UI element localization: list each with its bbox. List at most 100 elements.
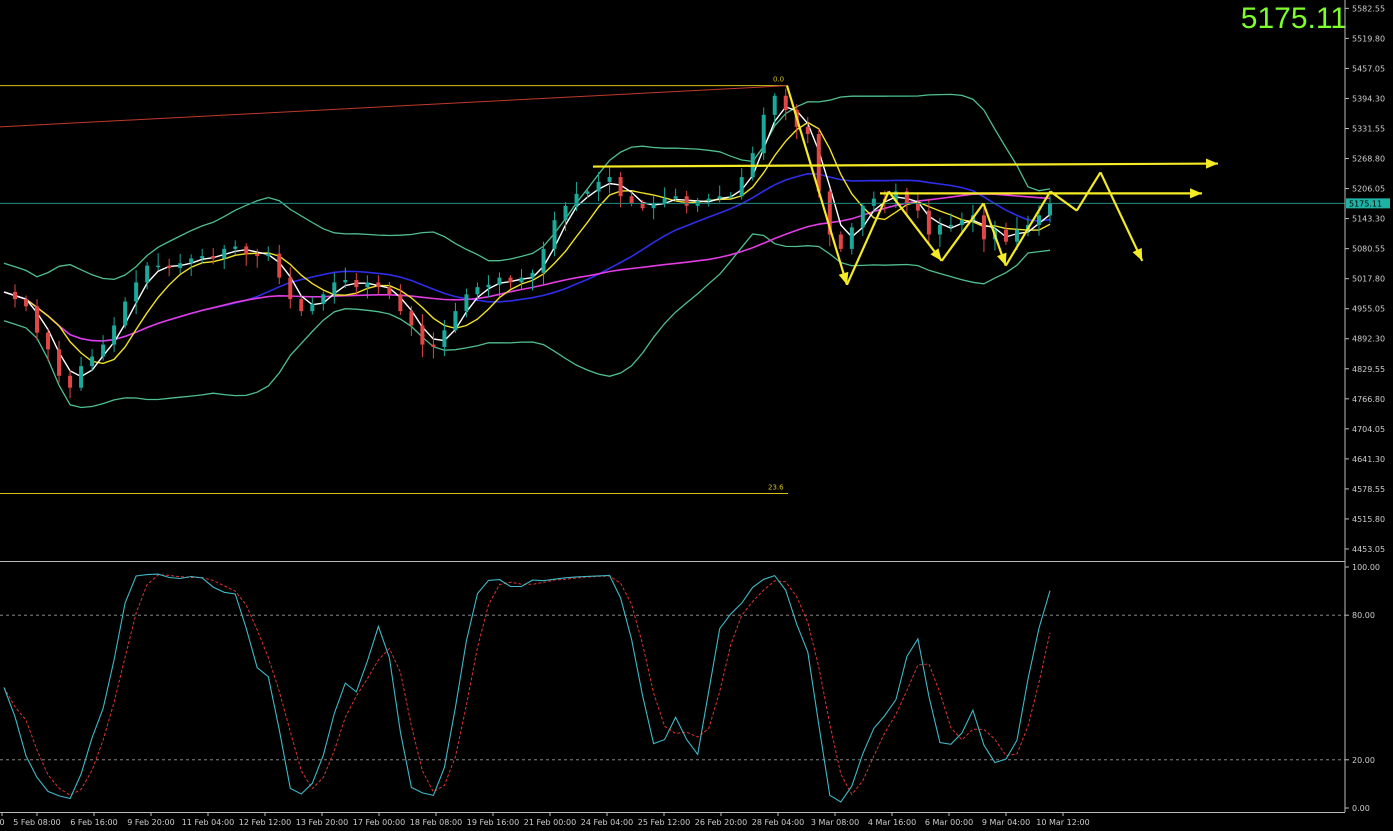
candle-body bbox=[46, 332, 51, 350]
candle-body bbox=[530, 272, 535, 278]
candle-body bbox=[783, 95, 788, 111]
moving-average-yellow bbox=[3, 121, 1051, 365]
candle-body bbox=[299, 299, 304, 312]
candle-body bbox=[948, 224, 953, 227]
current-price-tag-label: 5175.11 bbox=[1349, 199, 1382, 208]
forecast-segment bbox=[1075, 171, 1102, 212]
candle-body bbox=[849, 227, 854, 249]
candle-body bbox=[112, 325, 117, 345]
candle-body bbox=[552, 220, 557, 249]
forecast-arrow-head bbox=[1132, 247, 1143, 261]
price-tick-label: 4892.30 bbox=[1352, 335, 1385, 344]
candle-body bbox=[79, 366, 84, 388]
candle-body bbox=[739, 177, 744, 197]
candle-body bbox=[629, 196, 634, 204]
candle-body bbox=[959, 220, 964, 225]
candle-body bbox=[816, 134, 821, 192]
candle-body bbox=[13, 291, 18, 300]
candle-body bbox=[1014, 229, 1019, 242]
candle-body bbox=[607, 177, 612, 182]
price-tick-label: 5457.05 bbox=[1352, 64, 1385, 73]
candle-body bbox=[453, 311, 458, 331]
candle-body bbox=[420, 325, 425, 345]
candle-body bbox=[563, 205, 568, 221]
candle-body bbox=[1036, 215, 1041, 225]
candle-body bbox=[519, 277, 524, 283]
candle-body bbox=[365, 282, 370, 288]
candle-body bbox=[541, 248, 546, 273]
candle-body bbox=[431, 344, 436, 348]
candle-body bbox=[200, 256, 205, 259]
candle-body bbox=[255, 253, 260, 257]
candle-body bbox=[123, 301, 128, 326]
forecast-arrow-head bbox=[996, 252, 1007, 266]
fib-label-0: 0.0 bbox=[773, 76, 784, 84]
bollinger-lower-band bbox=[3, 233, 1051, 409]
forecast-arrow bbox=[785, 85, 848, 286]
candle-body bbox=[618, 177, 623, 197]
oscillator-tick-label: 80.00 bbox=[1352, 611, 1375, 620]
price-tick-label: 4704.05 bbox=[1352, 425, 1385, 434]
candle-body bbox=[684, 196, 689, 206]
time-tick-label: 17 Feb 00:00 bbox=[353, 818, 405, 827]
trendline bbox=[0, 85, 789, 128]
price-tick-label: 4453.05 bbox=[1352, 545, 1385, 554]
time-tick-label: 24 Feb 04:00 bbox=[581, 818, 633, 827]
candle-body bbox=[222, 248, 227, 259]
forecast-arrow bbox=[1099, 171, 1144, 262]
candle-body bbox=[640, 203, 645, 209]
support-arrow-head bbox=[1190, 188, 1202, 199]
candle-body bbox=[486, 284, 491, 288]
candle-body bbox=[574, 193, 579, 206]
candle-body bbox=[651, 203, 656, 209]
candle-body bbox=[662, 198, 667, 204]
candle-body bbox=[57, 349, 62, 376]
price-tick-label: 5206.05 bbox=[1352, 185, 1385, 194]
forecast-arrow-head bbox=[930, 248, 942, 261]
fib-label-23-6: 23.6 bbox=[768, 483, 784, 491]
candle-body bbox=[772, 95, 777, 115]
candle-body bbox=[156, 265, 161, 268]
forecast-segment bbox=[1004, 190, 1052, 267]
forecast-segment bbox=[1049, 190, 1078, 212]
candle-body bbox=[310, 303, 315, 312]
moving-average-white bbox=[3, 106, 1051, 378]
time-tick-label: 3 Mar 08:00 bbox=[811, 818, 859, 827]
price-tick-label: 4578.55 bbox=[1352, 485, 1385, 494]
time-tick-label: 21 Feb 00:00 bbox=[524, 818, 576, 827]
price-tick-label: 4955.05 bbox=[1352, 305, 1385, 314]
candle-body bbox=[464, 294, 469, 312]
candle-body bbox=[178, 263, 183, 269]
forecast-arrow-head bbox=[838, 271, 849, 285]
price-tick-label: 5143.30 bbox=[1352, 215, 1385, 224]
candle-body bbox=[497, 277, 502, 285]
oscillator-tick-label: 0.00 bbox=[1352, 804, 1370, 813]
time-tick-label: 4 Mar 16:00 bbox=[868, 818, 916, 827]
candle-body bbox=[585, 191, 590, 194]
drawing-overlays: 0.0 23.6 bbox=[0, 76, 1345, 494]
candle-body bbox=[805, 126, 810, 135]
oscillator-tick-label: 100.00 bbox=[1352, 563, 1380, 572]
price-tick-label: 4515.80 bbox=[1352, 515, 1385, 524]
candle-body bbox=[1003, 229, 1008, 242]
forecast-segment bbox=[845, 191, 890, 286]
candle-body bbox=[409, 311, 414, 326]
candle-body bbox=[893, 191, 898, 202]
candle-body bbox=[189, 258, 194, 264]
time-tick-label: 5 Feb 08:00 bbox=[13, 818, 60, 827]
price-tick-label: 5582.55 bbox=[1352, 4, 1385, 13]
candle-body bbox=[926, 210, 931, 235]
price-tick-label: 5080.55 bbox=[1352, 245, 1385, 254]
candle-body bbox=[838, 234, 843, 249]
candle-body bbox=[981, 215, 986, 240]
candle-body bbox=[761, 114, 766, 154]
time-tick-label: 11 Feb 04:00 bbox=[182, 818, 234, 827]
stochastic-oscillator bbox=[0, 573, 1345, 803]
forecast-arrow bbox=[887, 190, 943, 262]
candle-body bbox=[101, 344, 106, 357]
candle-body bbox=[706, 198, 711, 202]
candles bbox=[13, 88, 1052, 399]
time-tick-label: 18 Feb 08:00 bbox=[410, 818, 462, 827]
